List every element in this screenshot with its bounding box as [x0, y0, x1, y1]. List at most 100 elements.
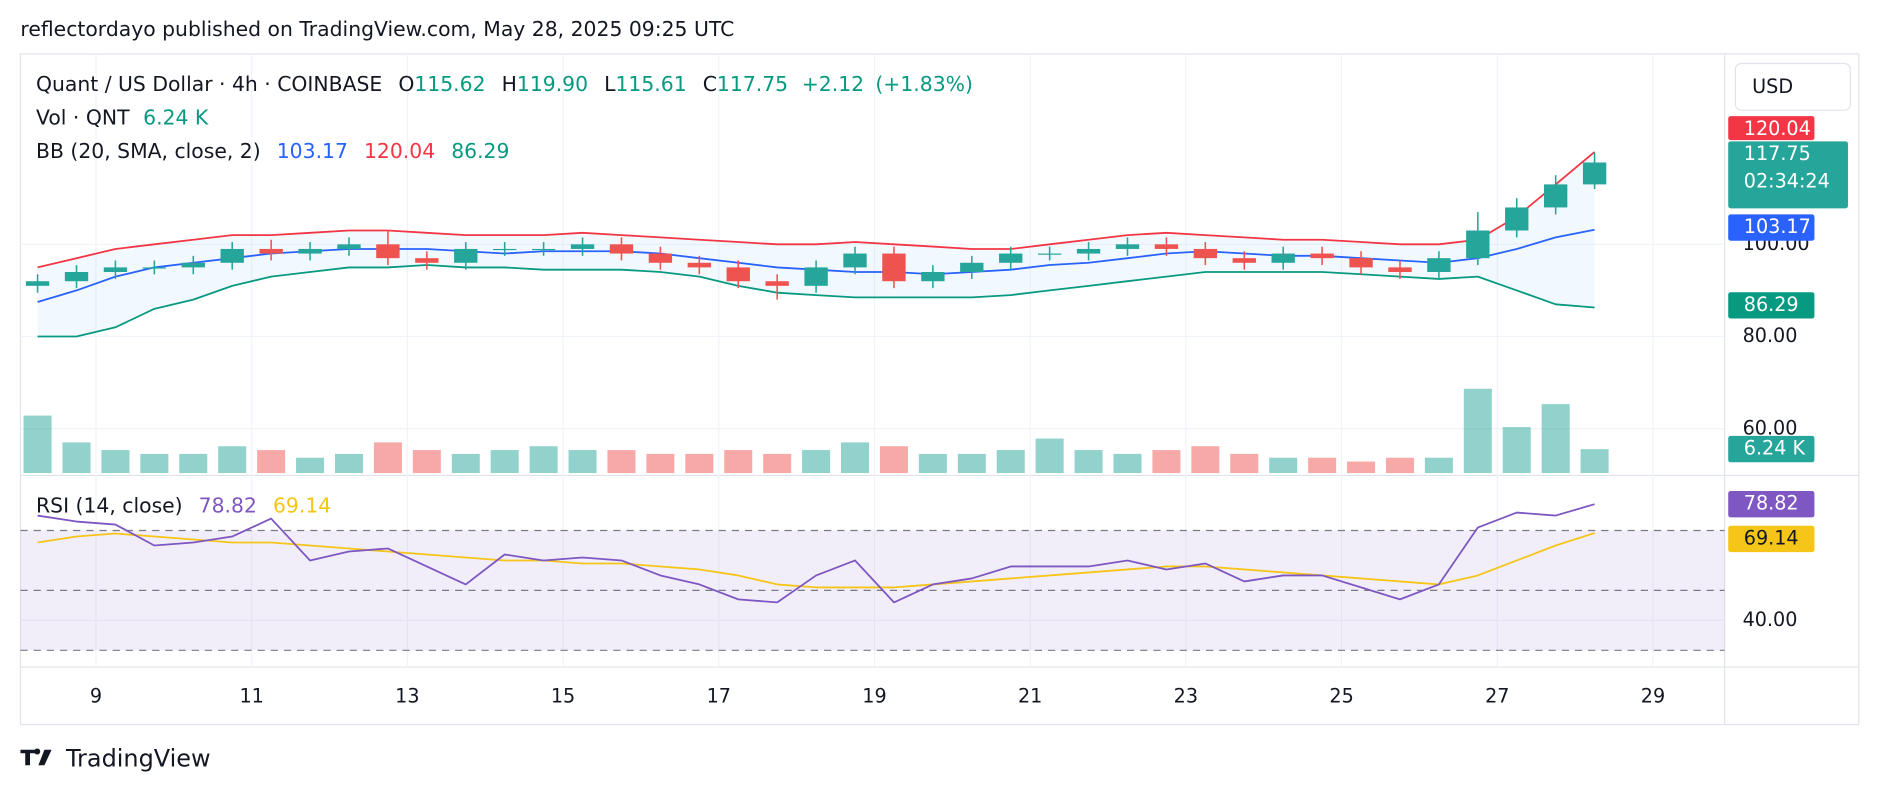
candle-body [687, 262, 711, 268]
candle-body [259, 248, 283, 254]
candle-body [804, 267, 828, 286]
bb-lower-value: 86.29 [451, 139, 509, 163]
ohlc-label: O [398, 72, 414, 96]
volume-bar [179, 453, 208, 474]
candle-body [64, 271, 89, 282]
candle-body [648, 253, 673, 263]
candle-body [882, 253, 906, 282]
volume-bar [918, 453, 947, 474]
candle-body [765, 281, 789, 286]
footer-brand: TradingView [20, 744, 211, 772]
candle-body [298, 248, 322, 254]
change-pct: (+1.83%) [875, 72, 973, 96]
price-badge [1728, 525, 1815, 553]
x-tick-label: 25 [1329, 684, 1353, 707]
ohlc-label: H [502, 72, 517, 96]
price-badge [1728, 435, 1815, 463]
volume-bar [529, 446, 558, 474]
price-badge [1728, 214, 1815, 241]
volume-bar [1191, 446, 1220, 474]
volume-bar [140, 453, 169, 474]
rsi-band [20, 530, 1725, 651]
price-badge-label: 120.04 [1744, 117, 1811, 140]
candle-body [1232, 258, 1256, 263]
rsi-tick-label: 40.00 [1743, 608, 1798, 631]
bb-label: BB (20, SMA, close, 2) [36, 139, 261, 163]
volume-bar [724, 450, 753, 474]
currency-box[interactable] [1734, 62, 1851, 111]
price-badge [1728, 292, 1815, 319]
volume-bar [1035, 438, 1064, 474]
candle-body [1349, 258, 1373, 268]
candle-body [454, 248, 478, 263]
volume-bar [1424, 457, 1453, 474]
price-badge-label: 78.82 [1744, 492, 1799, 515]
volume-bar [607, 450, 636, 474]
x-tick-label: 23 [1174, 684, 1198, 707]
change-value: +2.12 [802, 72, 864, 96]
legend-rsi: RSI (14, close) 78.82 69.14 [36, 494, 331, 518]
candle-body [181, 262, 205, 268]
x-tick-label: 27 [1485, 684, 1509, 707]
rsi-line [37, 503, 1595, 604]
candle-body [1037, 253, 1062, 255]
candle-body [843, 253, 867, 268]
candle-body [103, 267, 128, 272]
bb-middle-value: 103.17 [277, 139, 348, 163]
volume-bar [1074, 450, 1103, 474]
chart-frame [19, 53, 1860, 726]
candle-body [376, 244, 400, 259]
price-badge-label: 86.29 [1744, 293, 1799, 316]
y-tick-label: 80.00 [1743, 324, 1798, 347]
volume-bar [62, 442, 91, 474]
candle-body [921, 271, 945, 282]
volume-bar [1385, 457, 1414, 474]
rsi-value: 78.82 [199, 494, 257, 518]
currency-label[interactable]: USD [1752, 75, 1793, 98]
x-tick-label: 19 [862, 684, 886, 707]
volume-bar [1152, 450, 1181, 474]
price-badge-label: 6.24 K [1744, 437, 1806, 460]
rsi-ma-value: 69.14 [273, 494, 331, 518]
candle-body [1388, 267, 1412, 272]
ohlc-label: L [604, 72, 616, 96]
candle-body [1427, 258, 1451, 272]
candle-body [1076, 248, 1101, 254]
candle-body [531, 248, 556, 251]
candle-body [609, 244, 634, 254]
price-badge [1728, 491, 1815, 518]
volume-label: Vol · QNT [36, 106, 130, 130]
candle-body [1466, 230, 1490, 259]
currency-button[interactable]: USD [1734, 62, 1851, 111]
rsi-label: RSI (14, close) [36, 494, 183, 518]
price-badge [1728, 116, 1815, 141]
high-value: 119.90 [517, 72, 588, 96]
price-badge-label: 103.17 [1744, 215, 1811, 238]
volume-bar [334, 453, 363, 474]
rsi-ma [37, 532, 1595, 589]
price-badge-label: 117.75 [1744, 142, 1811, 165]
volume-bar [1269, 457, 1298, 474]
volume-bar [763, 453, 792, 474]
volume-bar [646, 453, 675, 474]
bb-upper-value: 120.04 [364, 139, 435, 163]
volume-bar [451, 453, 480, 474]
volume-bar [296, 457, 325, 474]
symbol-title: Quant / US Dollar · 4h · COINBASE [36, 72, 382, 96]
candle-body [1271, 253, 1295, 263]
brand-logo [20, 748, 52, 766]
x-tick-label: 15 [551, 684, 575, 707]
volume-bar [879, 446, 908, 474]
published-line: reflectordayo published on TradingView.c… [20, 17, 734, 41]
volume-bar [685, 453, 714, 474]
candle-body [960, 262, 984, 272]
legend-main: Quant / US Dollar · 4h · COINBASE O115.6… [36, 72, 973, 96]
candle-body [1115, 244, 1140, 249]
volume-bar [23, 415, 52, 474]
volume-bar [257, 450, 286, 474]
volume-bar [1541, 404, 1570, 474]
legend-bb: BB (20, SMA, close, 2) 103.17 120.04 86.… [36, 139, 509, 163]
candle-body [726, 267, 750, 282]
